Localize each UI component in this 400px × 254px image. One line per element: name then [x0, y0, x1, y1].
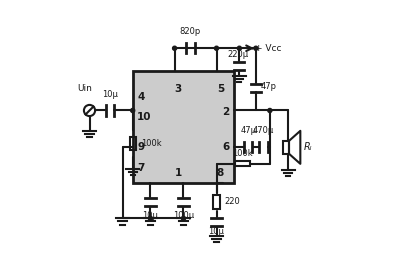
Text: 1: 1: [175, 168, 182, 178]
Circle shape: [182, 216, 186, 220]
Text: 8: 8: [217, 168, 224, 178]
Text: 10: 10: [137, 112, 152, 122]
Circle shape: [172, 46, 177, 50]
Text: Rₗ: Rₗ: [304, 142, 312, 152]
Circle shape: [148, 216, 152, 220]
Text: 5: 5: [217, 84, 224, 94]
Text: 820p: 820p: [180, 27, 201, 36]
Text: 3: 3: [175, 84, 182, 94]
Bar: [213, 195, 220, 209]
Text: 9: 9: [137, 142, 144, 152]
Circle shape: [254, 46, 258, 50]
Text: 47µ: 47µ: [240, 126, 256, 135]
Bar: [235, 161, 250, 166]
Bar: [130, 137, 136, 150]
Text: 6: 6: [222, 142, 230, 152]
Text: 220: 220: [224, 197, 240, 207]
Circle shape: [214, 46, 218, 50]
Text: 10µ: 10µ: [208, 227, 224, 236]
Bar: [133, 71, 234, 183]
Text: 220µ: 220µ: [227, 50, 248, 59]
Text: 100k: 100k: [141, 139, 162, 148]
Text: 10µ: 10µ: [102, 89, 118, 99]
Text: 100µ: 100µ: [173, 211, 194, 220]
Text: 4: 4: [137, 91, 145, 102]
Text: Uin: Uin: [78, 84, 92, 93]
Text: 470µ: 470µ: [253, 126, 274, 135]
Text: 7: 7: [137, 163, 145, 173]
Circle shape: [268, 108, 272, 113]
Bar: [283, 141, 289, 154]
Text: 47p: 47p: [260, 82, 276, 91]
Circle shape: [131, 108, 135, 113]
Text: + Vcc: + Vcc: [255, 44, 281, 53]
Text: 2: 2: [222, 107, 230, 117]
Circle shape: [237, 46, 242, 50]
Text: 10µ: 10µ: [142, 211, 158, 220]
Text: 100k: 100k: [232, 149, 253, 158]
